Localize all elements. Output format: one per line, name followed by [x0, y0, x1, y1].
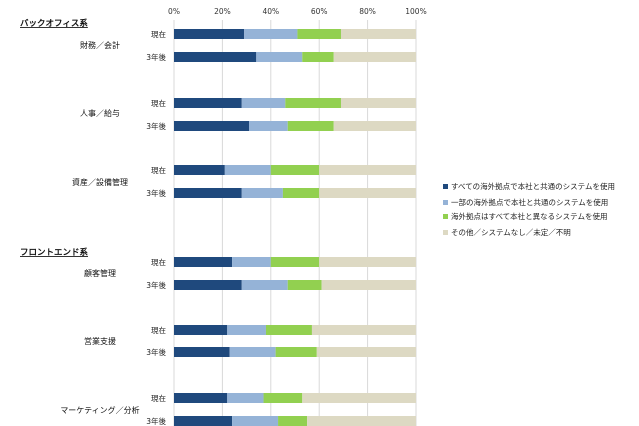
bar-segment	[270, 257, 320, 267]
bar-segment	[287, 121, 334, 131]
bar-segment	[249, 121, 288, 131]
category-label: 資産／設備管理	[72, 177, 128, 187]
bar-segment	[174, 416, 233, 426]
bar-segment	[285, 98, 341, 108]
x-tick-label: 40%	[262, 7, 279, 16]
period-label: 3年後	[146, 280, 166, 290]
bar-segment	[302, 393, 416, 403]
category-label: 営業支援	[84, 336, 116, 346]
bar-segment	[333, 52, 416, 62]
category-label: マーケティング／分析	[60, 405, 139, 415]
legend: すべての海外拠点で本社と共通のシステムを使用一部の海外拠点で本社と共通のシステム…	[443, 181, 615, 237]
legend-swatch	[443, 230, 448, 235]
bar-segment	[278, 416, 308, 426]
bar-segment	[174, 325, 228, 335]
bar-segment	[316, 347, 416, 357]
bar-segment	[174, 280, 242, 290]
bar-segment	[340, 29, 416, 39]
group-label: バックオフィス系	[20, 18, 88, 29]
bar-segment	[275, 347, 317, 357]
bar-segment	[321, 280, 416, 290]
period-label: 現在	[151, 257, 166, 267]
category-label: 人事／給与	[80, 108, 120, 118]
bar-segment	[241, 188, 283, 198]
bar-segment	[227, 325, 266, 335]
period-label: 現在	[151, 393, 166, 403]
bar-segment	[174, 29, 245, 39]
period-label: 3年後	[146, 52, 166, 62]
period-label: 現在	[151, 98, 166, 108]
bar-segment	[263, 393, 303, 403]
bar-segment	[319, 257, 416, 267]
bar-segment	[174, 98, 242, 108]
legend-label: すべての海外拠点で本社と共通のシステムを使用	[451, 181, 615, 191]
bar-segment	[174, 165, 225, 175]
legend-label: 海外拠点はすべて本社と異なるシステムを使用	[451, 211, 607, 221]
legend-swatch	[443, 184, 448, 189]
period-label: 3年後	[146, 347, 166, 357]
category-label: 顧客管理	[84, 268, 116, 278]
legend-swatch	[443, 200, 448, 205]
bar-segment	[174, 121, 250, 131]
bar-segment	[270, 165, 320, 175]
bar-segment	[311, 325, 416, 335]
bar-segment	[227, 393, 264, 403]
legend-label: その他／システムなし／未定／不明	[451, 227, 571, 237]
legend-label: 一部の海外拠点で本社と共通のシステムを使用	[451, 197, 608, 207]
bar-segment	[232, 257, 271, 267]
category-label: 財務／会計	[80, 40, 120, 50]
x-tick-label: 60%	[311, 7, 328, 16]
bar-segment	[241, 98, 286, 108]
bar-segment	[174, 52, 257, 62]
bars	[174, 29, 416, 426]
bar-segment	[282, 188, 320, 198]
legend-swatch	[443, 214, 448, 219]
period-label: 現在	[151, 165, 166, 175]
bar-segment	[333, 121, 416, 131]
bar-segment	[302, 52, 334, 62]
period-label: 3年後	[146, 121, 166, 131]
category-labels: バックオフィス系財務／会計現在3年後人事／給与現在3年後資産／設備管理現在3年後…	[20, 18, 166, 426]
period-label: 3年後	[146, 416, 166, 426]
bar-segment	[229, 347, 276, 357]
bar-segment	[224, 165, 271, 175]
bar-segment	[241, 280, 288, 290]
x-axis-ticks: 0% 20% 40% 60% 80% 100%	[168, 7, 427, 16]
period-label: 3年後	[146, 188, 166, 198]
bar-segment	[244, 29, 298, 39]
gridlines	[173, 20, 417, 426]
bar-segment	[256, 52, 303, 62]
bar-segment	[174, 347, 230, 357]
bar-segment	[287, 280, 322, 290]
period-label: 現在	[151, 325, 166, 335]
group-label: フロントエンド系	[20, 247, 89, 258]
x-tick-label: 100%	[405, 7, 426, 16]
bar-segment	[174, 188, 242, 198]
bar-segment	[319, 165, 416, 175]
x-tick-label: 80%	[359, 7, 376, 16]
bar-segment	[174, 393, 228, 403]
x-tick-label: 0%	[168, 7, 180, 16]
bar-segment	[265, 325, 312, 335]
bar-segment	[319, 188, 416, 198]
bar-segment	[307, 416, 416, 426]
x-tick-label: 20%	[214, 7, 231, 16]
bar-segment	[232, 416, 279, 426]
bar-segment	[297, 29, 341, 39]
bar-segment	[174, 257, 233, 267]
period-label: 現在	[151, 29, 166, 39]
bar-segment	[340, 98, 416, 108]
